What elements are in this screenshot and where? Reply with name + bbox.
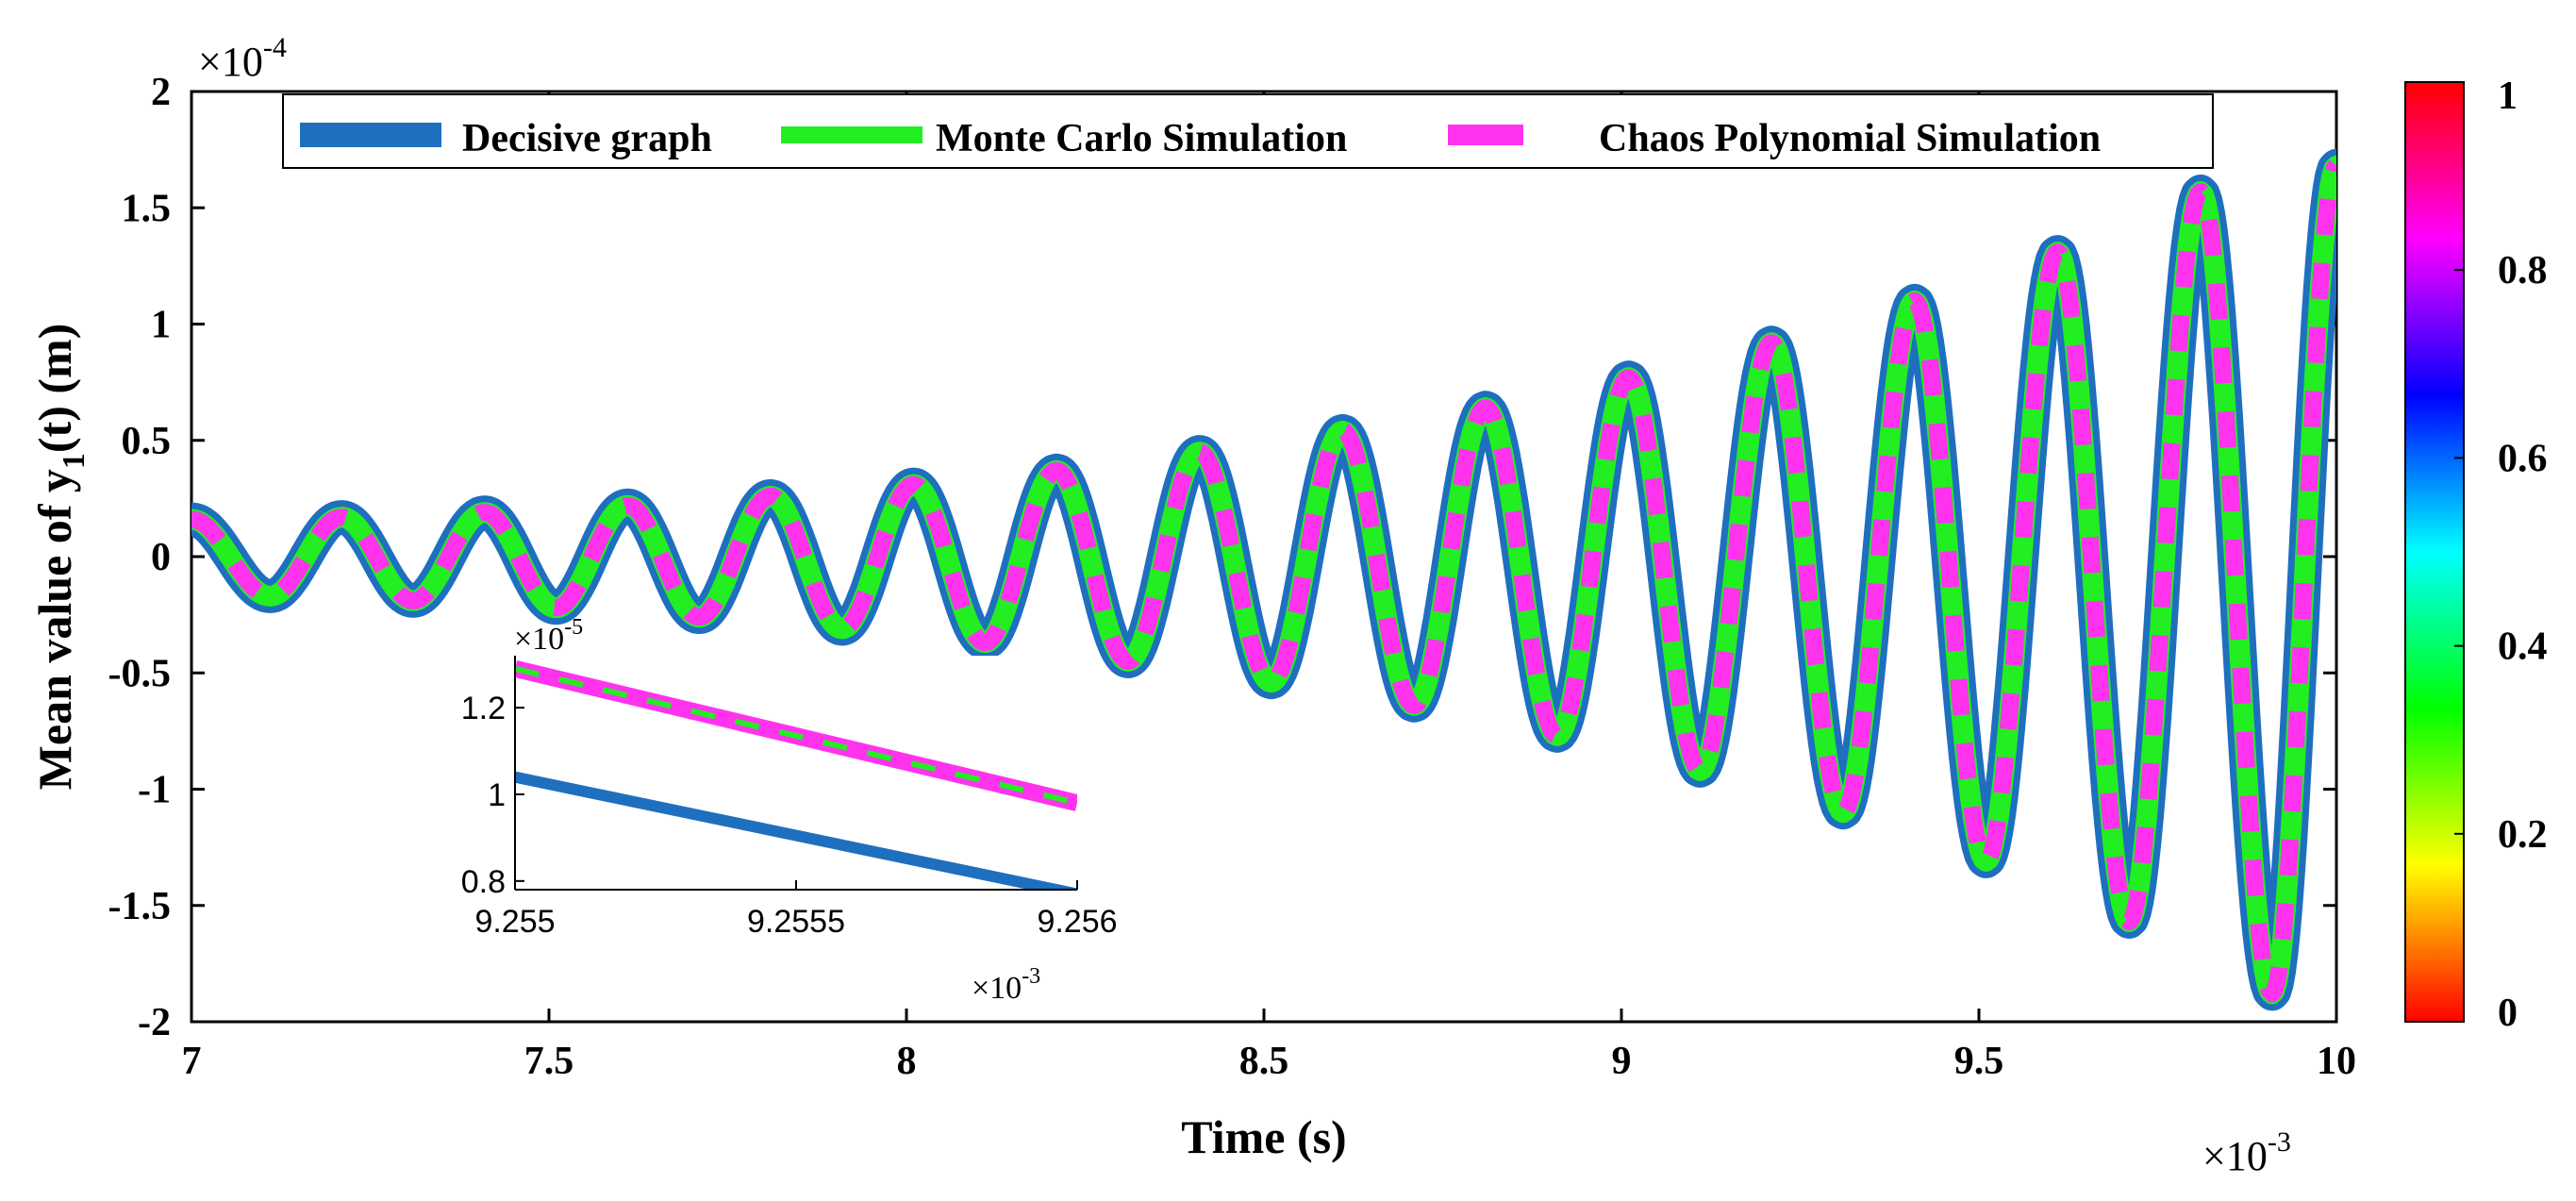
x-tick-label: 7.5	[524, 1040, 574, 1083]
inset-x-multiplier: ×10-3	[972, 964, 1040, 1006]
inset-line-monte-carlo	[515, 665, 1077, 807]
x-multiplier: ×10-3	[2202, 1126, 2291, 1179]
y-tick-label: -1.5	[108, 885, 172, 928]
x-tick-label: 9	[1612, 1040, 1632, 1083]
x-tick-label: 10	[2317, 1040, 2356, 1083]
y-axis-ticks: 2 1.5 1 0.5 0 -0.5 -1 -1.5 -2	[108, 71, 2336, 1044]
y-tick-label: -0.5	[108, 652, 172, 695]
colorbar-gradient	[2404, 81, 2465, 1023]
colorbar-tick-label: 0.4	[2498, 626, 2548, 669]
x-axis-title: Time (s)	[1181, 1110, 1346, 1163]
legend: Decisive graph Monte Carlo Simulation Ch…	[282, 93, 2214, 169]
colorbar-tick-label: 0	[2498, 992, 2518, 1035]
y-tick-label: 0.5	[122, 420, 172, 463]
legend-box	[282, 93, 2214, 169]
x-tick-label: 7	[182, 1040, 202, 1083]
inset-y-tick-label: 1.2	[461, 691, 506, 726]
inset-x-tick-label: 9.255	[474, 904, 555, 940]
x-tick-label: 9.5	[1954, 1040, 2004, 1083]
colorbar-tick-label: 0.2	[2498, 813, 2548, 857]
legend-label-chaos: Chaos Polynomial Simulation	[1599, 117, 2101, 160]
y-tick-label: -1	[138, 769, 171, 812]
inset-x-tick-label: 9.2555	[747, 904, 845, 940]
y-tick-label: 1	[151, 304, 171, 347]
x-tick-label: 8.5	[1239, 1040, 1289, 1083]
colorbar-tick-label: 0.8	[2498, 249, 2548, 292]
y-tick-label: 2	[151, 71, 171, 114]
inset-x-tick-label: 9.256	[1037, 904, 1117, 940]
y-multiplier: ×10-4	[198, 32, 287, 85]
inset-line-decisive-graph	[515, 771, 1077, 890]
x-tick-label: 8	[897, 1040, 917, 1083]
y-axis-title: Mean value of y1(t) (m)	[28, 324, 91, 791]
inset-y-multiplier: ×10-5	[514, 615, 583, 657]
series-group	[191, 148, 2336, 1011]
y-tick-label: 1.5	[122, 187, 172, 230]
inset-y-tick-label: 0.8	[461, 864, 506, 900]
colorbar-ticks: 1 0.8 0.6 0.4 0.2 0	[2454, 75, 2548, 1035]
legend-label-decisive: Decisive graph	[462, 117, 712, 160]
series-line-chaos-polynomial	[191, 159, 2336, 1003]
colorbar-tick-label: 1	[2498, 75, 2518, 118]
inset-x-ticks: 9.255 9.2555 9.256	[474, 880, 1118, 940]
inset-y-tick-label: 1	[488, 777, 506, 813]
colorbar-tick-label: 0.6	[2498, 437, 2548, 480]
colorbar: 1 0.8 0.6 0.4 0.2 0	[2404, 75, 2548, 1035]
inset-y-ticks: 1.2 1 0.8	[461, 691, 524, 900]
inset-plot: 9.255 9.2555 9.256 1.2 1 0.8 ×10-5 ×10-3	[461, 615, 1118, 1006]
y-tick-label: 0	[151, 536, 171, 579]
legend-label-montecarlo: Monte Carlo Simulation	[936, 117, 1347, 160]
y-tick-label: -2	[138, 1001, 171, 1044]
x-axis-ticks: 7 7.5 8 8.5 9 9.5 10	[182, 92, 2356, 1083]
